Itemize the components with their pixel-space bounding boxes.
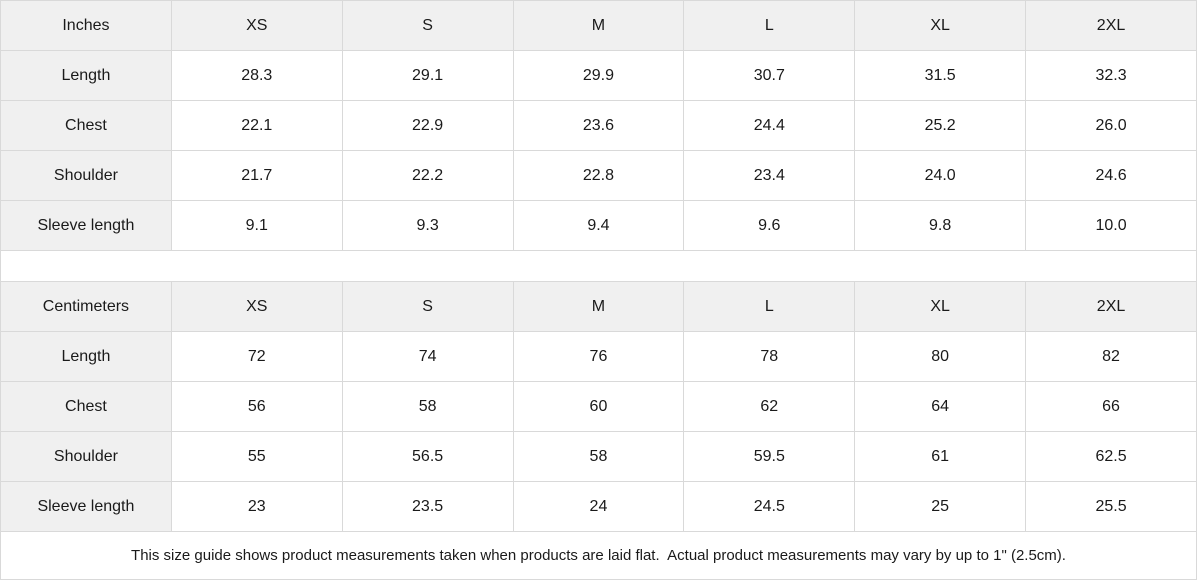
size-guide-note: This size guide shows product measuremen…: [0, 532, 1197, 580]
table-row: Length 28.3 29.1 29.9 30.7 31.5 32.3: [0, 50, 1197, 101]
size-header-cell: M: [512, 0, 685, 51]
measurement-label-cell: Chest: [0, 100, 172, 151]
measurement-value-cell: 60: [512, 381, 685, 432]
unit-header-cell: Centimeters: [0, 281, 172, 332]
measurement-value-cell: 9.6: [683, 200, 856, 251]
size-header-cell: L: [683, 0, 856, 51]
measurement-value-cell: 22.9: [341, 100, 514, 151]
measurement-label-cell: Shoulder: [0, 150, 172, 201]
measurement-value-cell: 9.8: [854, 200, 1027, 251]
measurement-value-cell: 23.6: [512, 100, 685, 151]
measurement-value-cell: 30.7: [683, 50, 856, 101]
measurement-value-cell: 61: [854, 431, 1027, 482]
unit-header-cell: Inches: [0, 0, 172, 51]
measurement-label-cell: Length: [0, 50, 172, 101]
measurement-label-cell: Length: [0, 331, 172, 382]
measurement-value-cell: 29.9: [512, 50, 685, 101]
measurement-value-cell: 56.5: [341, 431, 514, 482]
size-header-cell: 2XL: [1025, 0, 1197, 51]
size-header-cell: S: [341, 281, 514, 332]
measurement-value-cell: 74: [341, 331, 514, 382]
measurement-label-cell: Sleeve length: [0, 200, 172, 251]
inches-size-table: Inches XS S M L XL 2XL Length 28.3 29.1 …: [0, 0, 1197, 251]
measurement-value-cell: 80: [854, 331, 1027, 382]
measurement-value-cell: 9.4: [512, 200, 685, 251]
measurement-value-cell: 24.5: [683, 481, 856, 532]
measurement-value-cell: 64: [854, 381, 1027, 432]
measurement-value-cell: 21.7: [170, 150, 343, 201]
measurement-value-cell: 62: [683, 381, 856, 432]
measurement-value-cell: 82: [1025, 331, 1197, 382]
measurement-value-cell: 23.5: [341, 481, 514, 532]
measurement-value-cell: 23.4: [683, 150, 856, 201]
measurement-value-cell: 25.2: [854, 100, 1027, 151]
inches-header-row: Inches XS S M L XL 2XL: [0, 0, 1197, 51]
measurement-value-cell: 22.8: [512, 150, 685, 201]
measurement-value-cell: 78: [683, 331, 856, 382]
table-row: Length 72 74 76 78 80 82: [0, 331, 1197, 382]
measurement-value-cell: 22.1: [170, 100, 343, 151]
size-header-cell: L: [683, 281, 856, 332]
measurement-value-cell: 10.0: [1025, 200, 1197, 251]
table-spacer: [0, 251, 1197, 281]
measurement-value-cell: 23: [170, 481, 343, 532]
measurement-value-cell: 76: [512, 331, 685, 382]
measurement-value-cell: 58: [341, 381, 514, 432]
measurement-value-cell: 29.1: [341, 50, 514, 101]
table-row: Chest 56 58 60 62 64 66: [0, 381, 1197, 432]
measurement-value-cell: 24.0: [854, 150, 1027, 201]
measurement-value-cell: 59.5: [683, 431, 856, 482]
size-header-cell: M: [512, 281, 685, 332]
measurement-value-cell: 32.3: [1025, 50, 1197, 101]
measurement-label-cell: Shoulder: [0, 431, 172, 482]
measurement-value-cell: 24: [512, 481, 685, 532]
centimeters-header-row: Centimeters XS S M L XL 2XL: [0, 281, 1197, 332]
measurement-value-cell: 28.3: [170, 50, 343, 101]
size-header-cell: XL: [854, 0, 1027, 51]
measurement-value-cell: 31.5: [854, 50, 1027, 101]
measurement-value-cell: 56: [170, 381, 343, 432]
measurement-value-cell: 66: [1025, 381, 1197, 432]
measurement-value-cell: 22.2: [341, 150, 514, 201]
measurement-value-cell: 24.4: [683, 100, 856, 151]
measurement-value-cell: 24.6: [1025, 150, 1197, 201]
measurement-value-cell: 55: [170, 431, 343, 482]
size-header-cell: XL: [854, 281, 1027, 332]
measurement-label-cell: Chest: [0, 381, 172, 432]
measurement-value-cell: 9.1: [170, 200, 343, 251]
measurement-value-cell: 58: [512, 431, 685, 482]
table-row: Chest 22.1 22.9 23.6 24.4 25.2 26.0: [0, 100, 1197, 151]
measurement-value-cell: 62.5: [1025, 431, 1197, 482]
size-header-cell: XS: [170, 0, 343, 51]
size-header-cell: XS: [170, 281, 343, 332]
table-row: Sleeve length 9.1 9.3 9.4 9.6 9.8 10.0: [0, 200, 1197, 251]
measurement-value-cell: 9.3: [341, 200, 514, 251]
measurement-value-cell: 26.0: [1025, 100, 1197, 151]
measurement-value-cell: 72: [170, 331, 343, 382]
measurement-value-cell: 25: [854, 481, 1027, 532]
size-header-cell: S: [341, 0, 514, 51]
table-row: Shoulder 21.7 22.2 22.8 23.4 24.0 24.6: [0, 150, 1197, 201]
size-header-cell: 2XL: [1025, 281, 1197, 332]
measurement-value-cell: 25.5: [1025, 481, 1197, 532]
table-row: Sleeve length 23 23.5 24 24.5 25 25.5: [0, 481, 1197, 532]
measurement-label-cell: Sleeve length: [0, 481, 172, 532]
centimeters-size-table: Centimeters XS S M L XL 2XL Length 72 74…: [0, 281, 1197, 532]
table-row: Shoulder 55 56.5 58 59.5 61 62.5: [0, 431, 1197, 482]
